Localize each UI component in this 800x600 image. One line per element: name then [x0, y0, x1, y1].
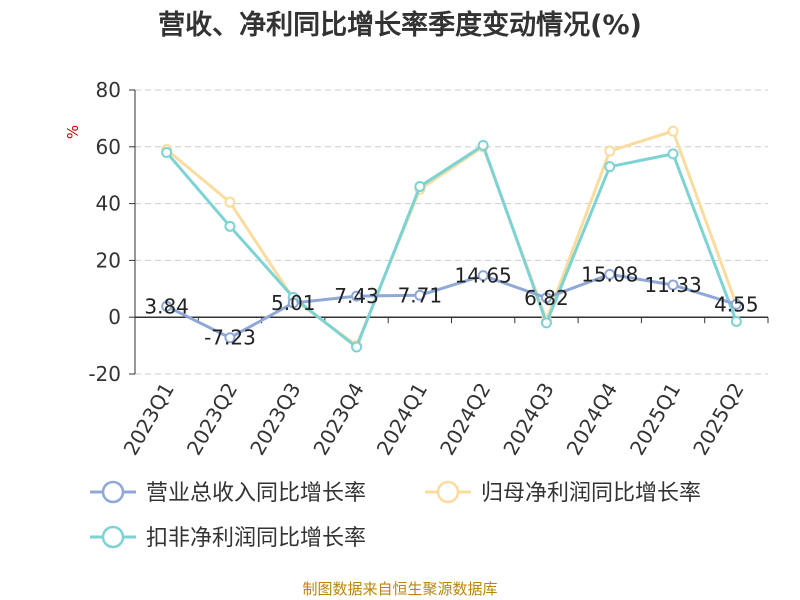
- data-label: 14.65: [455, 264, 512, 288]
- data-point[interactable]: [287, 297, 299, 309]
- data-label: 5.01: [271, 291, 316, 315]
- data-point[interactable]: [730, 315, 742, 327]
- x-tick-label: 2023Q4: [308, 379, 368, 460]
- data-point[interactable]: [604, 268, 616, 280]
- data-point[interactable]: [604, 145, 616, 157]
- data-point[interactable]: [730, 298, 742, 310]
- data-labels: 3.84 -7.23 5.01 7.43 7.71 14.65 6.82 15.08 11.33…: [144, 262, 758, 349]
- data-point[interactable]: [667, 279, 679, 291]
- x-tick-label: 2023Q3: [245, 379, 305, 460]
- data-point[interactable]: [351, 341, 363, 353]
- y-tick-label: 0: [108, 305, 121, 329]
- data-point[interactable]: [161, 300, 173, 312]
- x-tick-label: 2025Q1: [625, 379, 685, 460]
- x-tick-label: 2023Q1: [119, 379, 179, 460]
- y-tick-label: -20: [88, 362, 121, 386]
- data-label: 11.33: [644, 273, 701, 297]
- data-label: 15.08: [581, 262, 638, 286]
- legend-label: 归母净利润同比增长率: [481, 481, 701, 506]
- series-line: [165, 129, 738, 348]
- legend-swatch-marker: [436, 480, 460, 504]
- data-label: 7.71: [398, 283, 443, 307]
- y-tick-label: 20: [96, 248, 121, 272]
- legend-label: 营业总收入同比增长率: [146, 481, 366, 506]
- data-point[interactable]: [477, 139, 489, 151]
- y-tick-label: 80: [96, 78, 121, 102]
- y-tick-label: 60: [96, 135, 121, 159]
- legend-item[interactable]: 归母净利润同比增长率: [425, 480, 701, 506]
- series-line: [165, 272, 737, 340]
- x-tick-label: 2024Q1: [372, 379, 432, 460]
- data-point[interactable]: [604, 161, 616, 173]
- series-line: [165, 143, 738, 349]
- x-tick-label: 2024Q3: [498, 379, 558, 460]
- data-point[interactable]: [224, 220, 236, 232]
- data-label: 4.55: [714, 292, 759, 316]
- data-point[interactable]: [224, 332, 236, 344]
- data-label: -7.23: [204, 326, 256, 350]
- chart-title: 营收、净利同比增长率季度变动情况(%): [158, 9, 642, 41]
- data-label: 3.84: [144, 294, 189, 318]
- data-source-note: 制图数据来自恒生聚源数据库: [302, 580, 497, 598]
- x-tick-label: 2024Q4: [562, 379, 622, 460]
- data-label: 7.43: [334, 284, 379, 308]
- legend-item[interactable]: 扣非净利润同比增长率: [90, 525, 366, 551]
- x-tick-label: 2025Q2: [688, 379, 748, 460]
- x-tick-label: 2023Q2: [182, 379, 242, 460]
- data-point[interactable]: [540, 317, 552, 329]
- data-point[interactable]: [224, 196, 236, 208]
- data-point[interactable]: [414, 181, 426, 193]
- data-point[interactable]: [667, 125, 679, 137]
- data-point[interactable]: [667, 148, 679, 160]
- x-tick-label: 2024Q2: [435, 379, 495, 460]
- y-tick-label: 40: [96, 192, 121, 216]
- data-label: 6.82: [524, 286, 569, 310]
- data-point[interactable]: [351, 290, 363, 302]
- legend-swatch-marker: [101, 525, 125, 549]
- series-layer: [161, 125, 742, 353]
- legend-item[interactable]: 营业总收入同比增长率: [90, 480, 366, 506]
- legend-label: 扣非净利润同比增长率: [146, 526, 366, 551]
- data-point[interactable]: [161, 146, 173, 158]
- data-point[interactable]: [477, 270, 489, 282]
- data-point[interactable]: [414, 289, 426, 301]
- data-point[interactable]: [540, 292, 552, 304]
- legend-swatch-marker: [101, 480, 125, 504]
- y-axis-unit: %: [64, 125, 82, 139]
